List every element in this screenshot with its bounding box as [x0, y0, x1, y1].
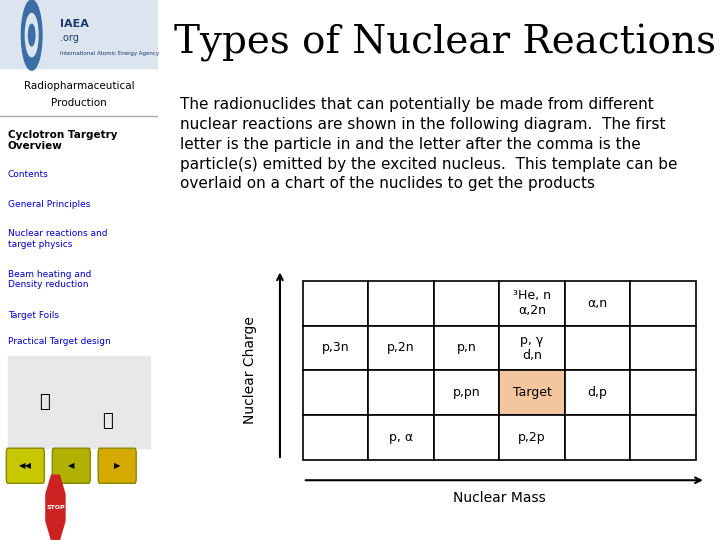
- Bar: [434, 415, 500, 460]
- Text: Radiopharmaceutical: Radiopharmaceutical: [24, 82, 135, 91]
- Text: p, α: p, α: [389, 431, 413, 444]
- Text: Practical Target design: Practical Target design: [8, 338, 111, 347]
- Text: 📖: 📖: [39, 393, 50, 411]
- Bar: [369, 415, 434, 460]
- Text: International Atomic Energy Agency: International Atomic Energy Agency: [60, 51, 159, 57]
- Text: ◀◀: ◀◀: [19, 461, 32, 470]
- Circle shape: [22, 0, 42, 70]
- Text: Nuclear reactions and
target physics: Nuclear reactions and target physics: [8, 230, 107, 249]
- Text: p,2n: p,2n: [387, 341, 415, 354]
- Text: α,n: α,n: [588, 296, 608, 309]
- Text: Beam heating and
Density reduction: Beam heating and Density reduction: [8, 270, 91, 289]
- Bar: [369, 370, 434, 415]
- Bar: [369, 281, 434, 326]
- Text: IAEA: IAEA: [60, 19, 89, 29]
- Text: ◀: ◀: [68, 461, 75, 470]
- Bar: [434, 370, 500, 415]
- Bar: [0, 0, 158, 68]
- Text: p,pn: p,pn: [453, 386, 480, 399]
- Text: p,n: p,n: [456, 341, 477, 354]
- Bar: [565, 281, 631, 326]
- Text: ▶: ▶: [114, 461, 120, 470]
- Bar: [565, 415, 631, 460]
- Text: Contents: Contents: [8, 170, 49, 179]
- Bar: [303, 326, 369, 370]
- Bar: [434, 281, 500, 326]
- Text: The radionuclides that can potentially be made from different
nuclear reactions : The radionuclides that can potentially b…: [180, 97, 678, 191]
- Circle shape: [25, 14, 38, 57]
- Text: 🤖: 🤖: [102, 412, 113, 430]
- Circle shape: [29, 24, 35, 46]
- Bar: [303, 370, 369, 415]
- Bar: [369, 326, 434, 370]
- FancyBboxPatch shape: [6, 448, 45, 483]
- Bar: [500, 415, 565, 460]
- Text: Target: Target: [513, 386, 552, 399]
- FancyBboxPatch shape: [98, 448, 136, 483]
- FancyBboxPatch shape: [53, 448, 90, 483]
- Text: General Principles: General Principles: [8, 200, 90, 209]
- Text: Cyclotron Targetry
Overview: Cyclotron Targetry Overview: [8, 130, 117, 151]
- Text: Target Foils: Target Foils: [8, 310, 59, 320]
- Text: p,3n: p,3n: [322, 341, 349, 354]
- Bar: [631, 415, 696, 460]
- Text: Types of Nuclear Reactions: Types of Nuclear Reactions: [174, 24, 716, 62]
- Bar: [500, 370, 565, 415]
- Text: p, γ
d,n: p, γ d,n: [521, 334, 544, 362]
- Text: .org: .org: [60, 33, 79, 43]
- Bar: [631, 370, 696, 415]
- Bar: [500, 326, 565, 370]
- Text: Production: Production: [51, 98, 107, 107]
- Text: Nuclear Charge: Nuclear Charge: [243, 316, 258, 424]
- Bar: [565, 326, 631, 370]
- Polygon shape: [46, 475, 65, 540]
- Bar: [631, 326, 696, 370]
- Text: p,2p: p,2p: [518, 431, 546, 444]
- Bar: [303, 281, 369, 326]
- Bar: [565, 370, 631, 415]
- Text: Nuclear Mass: Nuclear Mass: [453, 491, 546, 505]
- Bar: [434, 326, 500, 370]
- Text: ³He, n
α,2n: ³He, n α,2n: [513, 289, 551, 317]
- Bar: [303, 415, 369, 460]
- Bar: [8, 356, 150, 448]
- Text: STOP: STOP: [46, 505, 65, 510]
- Bar: [500, 281, 565, 326]
- Bar: [631, 281, 696, 326]
- Text: d,p: d,p: [588, 386, 608, 399]
